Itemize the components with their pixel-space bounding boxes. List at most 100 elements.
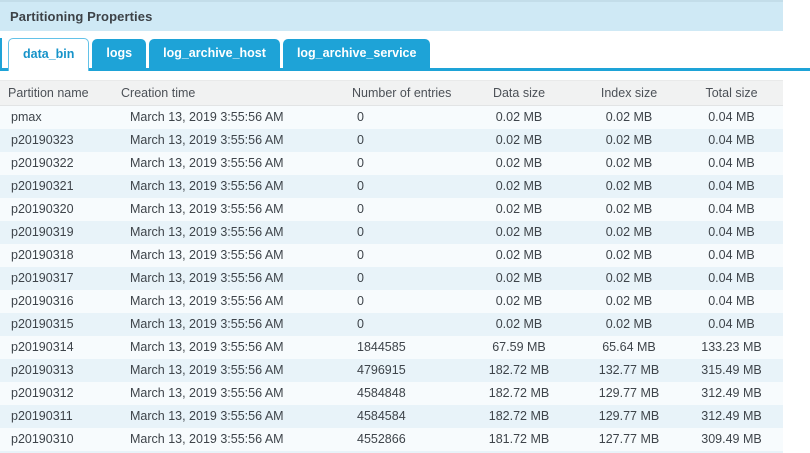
table-cell: 0.02 MB xyxy=(495,202,543,216)
table-cell: 0.02 MB xyxy=(495,294,543,308)
table-cell: 0.04 MB xyxy=(708,133,755,147)
table-row: p20190320 March 13, 2019 3:55:56 AM 0 0.02 … xyxy=(0,198,783,221)
table-cell: 0.02 MB xyxy=(495,271,543,285)
table-cell: 0 xyxy=(357,179,364,193)
table-cell: p20190320 xyxy=(11,202,74,216)
table-cell: 0.04 MB xyxy=(708,179,755,193)
table-cell: 129.77 MB xyxy=(598,386,660,400)
table-cell: March 13, 2019 3:55:56 AM xyxy=(130,156,284,170)
column-header: Creation time xyxy=(121,86,196,100)
table-cell: 0.02 MB xyxy=(495,133,543,147)
table-cell: March 13, 2019 3:55:56 AM xyxy=(130,248,284,262)
tab-log_archive_service[interactable]: log_archive_service xyxy=(282,39,431,68)
table-row: p20190316 March 13, 2019 3:55:56 AM 0 0.02 … xyxy=(0,290,783,313)
table-row: p20190319 March 13, 2019 3:55:56 AM 0 0.02 … xyxy=(0,221,783,244)
tab-data_bin[interactable]: data_bin xyxy=(8,38,90,71)
table-cell: March 13, 2019 3:55:56 AM xyxy=(130,340,284,354)
table-row: p20190315 March 13, 2019 3:55:56 AM 0 0.02 … xyxy=(0,313,783,336)
table-cell: pmax xyxy=(11,110,42,124)
table-row: p20190313 March 13, 2019 3:55:56 AM 479691… xyxy=(0,359,783,382)
table-cell: 181.72 MB xyxy=(488,432,550,446)
table-cell: p20190321 xyxy=(11,179,74,193)
table-cell: 0.02 MB xyxy=(605,317,653,331)
table-cell: 309.49 MB xyxy=(701,432,762,446)
table-cell: 4796915 xyxy=(357,363,406,377)
table-cell: 0 xyxy=(357,110,364,124)
table-row: p20190323 March 13, 2019 3:55:56 AM 0 0.02 … xyxy=(0,129,783,152)
table-cell: 0.02 MB xyxy=(605,110,653,124)
column-header: Number of entries xyxy=(352,86,452,100)
table-cell: 0 xyxy=(357,156,364,170)
tab-label: log_archive_host xyxy=(163,46,266,60)
table-cell: 0.02 MB xyxy=(605,179,653,193)
table-cell: 0.02 MB xyxy=(495,179,543,193)
table-row: p20190321 March 13, 2019 3:55:56 AM 0 0.02 … xyxy=(0,175,783,198)
table-cell: p20190318 xyxy=(11,248,74,262)
table-cell: March 13, 2019 3:55:56 AM xyxy=(130,271,284,285)
table-cell: 0.02 MB xyxy=(495,225,543,239)
table-cell: 312.49 MB xyxy=(701,409,762,423)
table-row: p20190311 March 13, 2019 3:55:56 AM 458458… xyxy=(0,405,783,428)
table-cell: 1844585 xyxy=(357,340,406,354)
table-cell: March 13, 2019 3:55:56 AM xyxy=(130,386,284,400)
table-cell: 0.04 MB xyxy=(708,317,755,331)
table-cell: March 13, 2019 3:55:56 AM xyxy=(130,133,284,147)
table-cell: p20190322 xyxy=(11,156,74,170)
table-cell: 315.49 MB xyxy=(701,363,762,377)
table-cell: 129.77 MB xyxy=(598,409,660,423)
table-cell: p20190317 xyxy=(11,271,74,285)
table-cell: p20190323 xyxy=(11,133,74,147)
table-row: p20190314 March 13, 2019 3:55:56 AM 184458… xyxy=(0,336,783,359)
table-cell: March 13, 2019 3:55:56 AM xyxy=(130,363,284,377)
table-cell: 0 xyxy=(357,294,364,308)
table-row: p20190322 March 13, 2019 3:55:56 AM 0 0.02 … xyxy=(0,152,783,175)
table-cell: 0.02 MB xyxy=(605,248,653,262)
table-row: p20190318 March 13, 2019 3:55:56 AM 0 0.02 … xyxy=(0,244,783,267)
table-cell: 0 xyxy=(357,133,364,147)
column-header: Data size xyxy=(492,86,546,100)
table-cell: 312.49 MB xyxy=(701,386,762,400)
table-row: pmax March 13, 2019 3:55:56 AM 0 0.02 MB 0.0… xyxy=(0,106,783,129)
table-header-row: Partition name Creation time Number of ent… xyxy=(0,80,783,106)
tab-bar-underline xyxy=(0,68,810,71)
table-cell: 65.64 MB xyxy=(602,340,656,354)
table-cell: 0.04 MB xyxy=(708,225,755,239)
table-cell: 0.02 MB xyxy=(605,133,653,147)
table-cell: 0 xyxy=(357,317,364,331)
partition-table: Partition name Creation time Number of ent… xyxy=(0,80,783,453)
table-cell: 0.04 MB xyxy=(708,248,755,262)
table-cell: p20190314 xyxy=(11,340,74,354)
table-cell: 132.77 MB xyxy=(598,363,660,377)
table-cell: 182.72 MB xyxy=(488,409,550,423)
table-cell: p20190316 xyxy=(11,294,74,308)
table-cell: 67.59 MB xyxy=(492,340,546,354)
table-cell: p20190312 xyxy=(11,386,74,400)
tab-log_archive_host[interactable]: log_archive_host xyxy=(149,39,280,68)
table-cell: p20190319 xyxy=(11,225,74,239)
table-cell: 0.04 MB xyxy=(708,271,755,285)
table-cell: 0.02 MB xyxy=(605,156,653,170)
table-cell: 0.04 MB xyxy=(708,294,755,308)
table-row-partial xyxy=(0,451,783,453)
table-cell: 0.04 MB xyxy=(708,110,755,124)
table-cell: March 13, 2019 3:55:56 AM xyxy=(130,294,284,308)
table-cell: p20190313 xyxy=(11,363,74,377)
table-cell: 133.23 MB xyxy=(701,340,762,354)
table-cell: p20190310 xyxy=(11,432,74,446)
table-cell: 0.02 MB xyxy=(605,271,653,285)
table-body: pmax March 13, 2019 3:55:56 AM 0 0.02 MB 0.0… xyxy=(0,106,783,453)
table-cell: 0.04 MB xyxy=(708,156,755,170)
panel-title: Partitioning Properties xyxy=(10,9,153,24)
tab-logs[interactable]: logs xyxy=(92,39,147,68)
table-cell: 0 xyxy=(357,271,364,285)
table-cell: p20190311 xyxy=(11,409,73,423)
table-cell: 0.02 MB xyxy=(605,294,653,308)
tab-label: log_archive_service xyxy=(296,46,417,60)
column-header: Total size xyxy=(705,86,758,100)
table-cell: March 13, 2019 3:55:56 AM xyxy=(130,202,284,216)
table-cell: p20190315 xyxy=(11,317,74,331)
table-cell: 0 xyxy=(357,225,364,239)
tab-bar-left-accent xyxy=(0,38,2,71)
tab-list: data_bin logs log_archive_host log_archi… xyxy=(8,38,433,71)
table-cell: 182.72 MB xyxy=(488,386,550,400)
